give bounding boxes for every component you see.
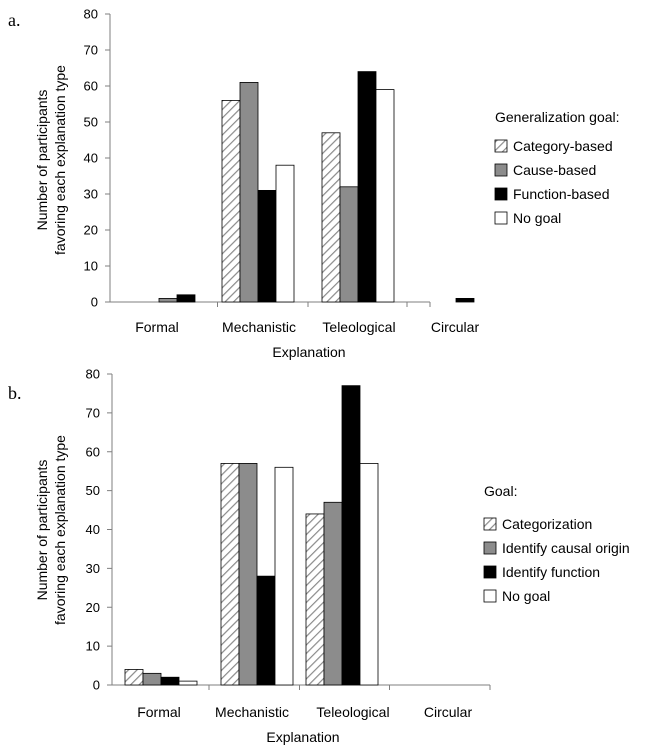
- x-tick-label: Circular: [431, 319, 480, 335]
- bar-mechanistic-cause-based: [239, 82, 259, 303]
- legend-title: Generalization goal:: [495, 109, 620, 125]
- y-tick-label: 80: [86, 367, 100, 382]
- bar-formal-function-based: [176, 294, 196, 303]
- legend-item-label: No goal: [502, 588, 550, 604]
- legend-swatch: [483, 565, 497, 579]
- panel-label: a.: [8, 10, 21, 30]
- bar-circular-function-based: [455, 297, 475, 303]
- bar-mechanistic-categorization: [220, 463, 240, 686]
- y-tick-label: 10: [84, 259, 98, 274]
- legend-swatch: [494, 163, 508, 177]
- y-axis-title-line: favoring each explanation type: [52, 65, 68, 255]
- bar-formal-identify-causal-origin: [142, 672, 162, 686]
- bar-mechanistic-no-goal: [274, 466, 294, 686]
- bar-mechanistic-no-goal: [275, 164, 295, 303]
- bar-teleological-no-goal: [375, 89, 395, 303]
- legend-title: Goal:: [484, 483, 517, 499]
- legend-item-label: Category-based: [513, 138, 613, 154]
- panel-label: b.: [8, 383, 22, 403]
- x-axis-title: Explanation: [272, 344, 345, 360]
- legend-item-label: Categorization: [502, 516, 592, 532]
- bar-mechanistic-function-based: [257, 189, 277, 303]
- y-tick-label: 60: [84, 79, 98, 94]
- y-axis-title: Number of participants favoring each expl…: [34, 435, 68, 625]
- chart-panel-a: a. 0 10 20 30 40 50 60 70 80 Formal Mechanistic Tele…: [8, 7, 620, 361]
- y-tick-label: 40: [84, 151, 98, 166]
- bar-formal-cause-based: [158, 297, 178, 303]
- legend-swatch: [483, 589, 497, 603]
- y-tick-label: 10: [86, 639, 100, 654]
- legend-item-label: No goal: [513, 210, 561, 226]
- y-axis-title: Number of participants favoring each expl…: [34, 65, 68, 255]
- legend: Generalization goal: Category-based Cause-…: [494, 109, 620, 226]
- legend-swatch: [483, 541, 497, 555]
- bar-mechanistic-category-based: [221, 100, 241, 303]
- chart-panel-b: b. 0 10 20 30 40 50 60 70 80 Formal Mechanistic Tele…: [8, 367, 630, 746]
- y-tick-label: 20: [84, 223, 98, 238]
- legend-swatch: [483, 517, 497, 531]
- bar-teleological-category-based: [321, 132, 341, 303]
- legend-swatch: [494, 187, 508, 201]
- bar-teleological-identify-function: [341, 385, 361, 686]
- bar-formal-identify-function: [160, 676, 180, 686]
- y-tick-label: 0: [93, 678, 100, 693]
- legend-swatch: [494, 211, 508, 225]
- bar-teleological-identify-causal-origin: [323, 501, 343, 686]
- bar-mechanistic-identify-function: [256, 575, 276, 686]
- y-tick-label: 50: [84, 115, 98, 130]
- x-tick-label: Formal: [137, 704, 181, 720]
- legend-item-label: Identify function: [502, 564, 600, 580]
- y-tick-label: 50: [86, 483, 100, 498]
- legend-item-label: Function-based: [513, 186, 610, 202]
- x-tick-label: Circular: [424, 704, 473, 720]
- y-tick-label: 20: [86, 600, 100, 615]
- legend-item-label: Cause-based: [513, 162, 596, 178]
- bar-formal-no-goal: [178, 680, 198, 686]
- x-tick-label: Mechanistic: [215, 704, 289, 720]
- y-axis-title-line: favoring each explanation type: [52, 435, 68, 625]
- y-tick-label: 60: [86, 444, 100, 459]
- legend-item-label: Identify causal origin: [502, 540, 630, 556]
- y-tick-label: 70: [84, 43, 98, 58]
- bar-teleological-categorization: [305, 513, 325, 686]
- bar-teleological-function-based: [357, 71, 377, 303]
- y-axis-title-line: Number of participants: [34, 460, 50, 601]
- y-tick-label: 40: [86, 522, 100, 537]
- bar-teleological-no-goal: [359, 463, 379, 686]
- y-tick-label: 80: [84, 7, 98, 22]
- y-tick-label: 70: [86, 405, 100, 420]
- bar-mechanistic-identify-causal-origin: [238, 463, 258, 686]
- x-tick-label: Mechanistic: [222, 319, 296, 335]
- x-tick-label: Teleological: [316, 704, 389, 720]
- y-tick-label: 30: [86, 561, 100, 576]
- x-axis-title: Explanation: [266, 729, 339, 745]
- bar-teleological-cause-based: [339, 186, 359, 303]
- x-tick-label: Formal: [135, 319, 179, 335]
- legend: Goal: Categorization Identify causal origi…: [483, 483, 630, 604]
- legend-swatch: [494, 139, 508, 153]
- y-tick-label: 30: [84, 187, 98, 202]
- bar-formal-categorization: [124, 669, 144, 686]
- y-tick-label: 0: [91, 295, 98, 310]
- y-axis-title-line: Number of participants: [34, 90, 50, 231]
- x-tick-label: Teleological: [322, 319, 395, 335]
